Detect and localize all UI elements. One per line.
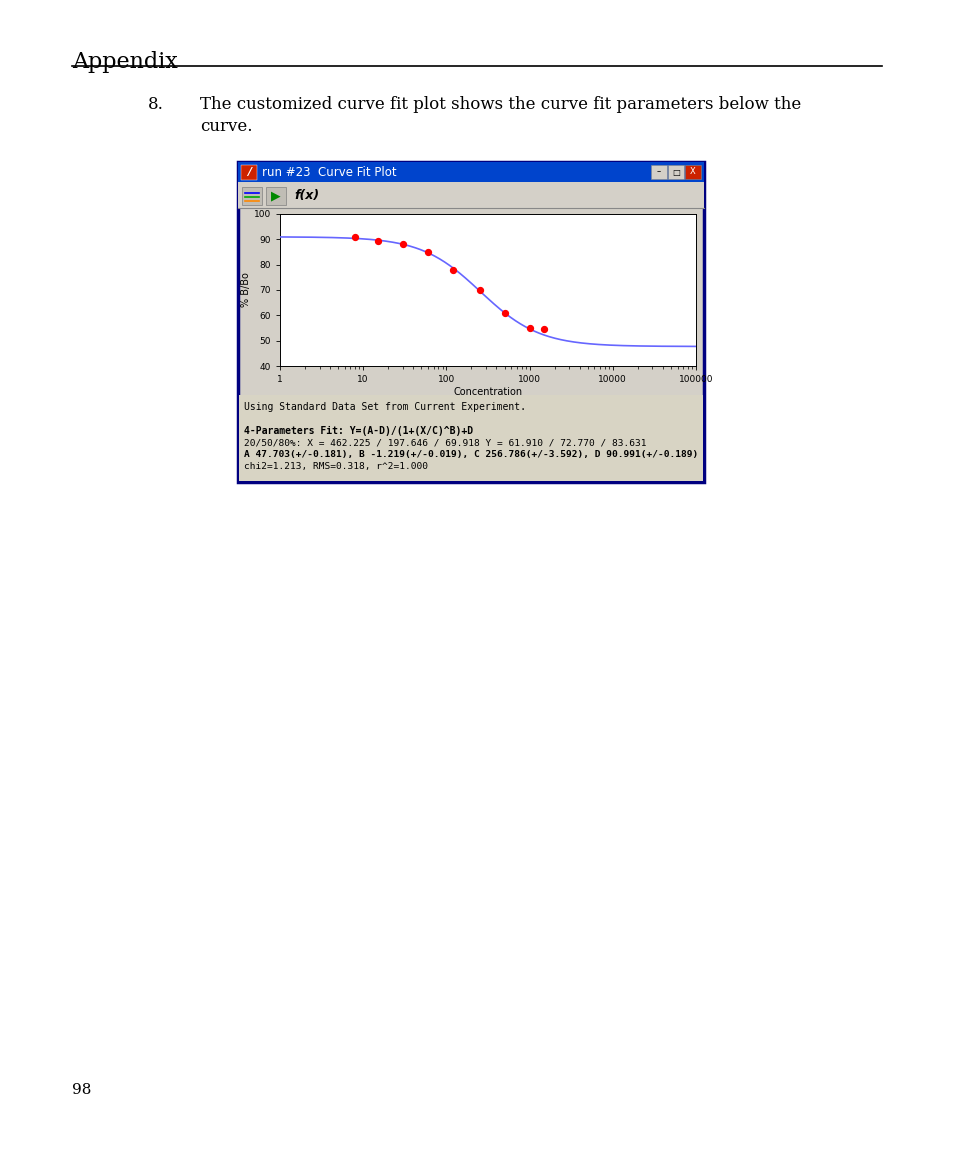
Text: chi2=1.213, RMS=0.318, r^2=1.000: chi2=1.213, RMS=0.318, r^2=1.000: [244, 462, 428, 471]
Text: A 47.703(+/-0.181), B -1.219(+/-0.019), C 256.786(+/-3.592), D 90.991(+/-0.189): A 47.703(+/-0.181), B -1.219(+/-0.019), …: [244, 450, 698, 459]
Bar: [266, 187, 286, 205]
Bar: [237, 162, 703, 482]
Bar: [667, 165, 683, 178]
Text: 98: 98: [71, 1083, 91, 1098]
Point: [497, 304, 512, 322]
Text: Appendix: Appendix: [71, 51, 177, 73]
Bar: [237, 162, 703, 182]
Point: [370, 232, 385, 250]
Text: 20/50/80%: X = 462.225 / 197.646 / 69.918 Y = 61.910 / 72.770 / 83.631: 20/50/80%: X = 462.225 / 197.646 / 69.91…: [244, 438, 646, 447]
Point: [445, 261, 460, 279]
Text: □: □: [671, 168, 679, 176]
Point: [420, 242, 436, 261]
Point: [395, 235, 410, 254]
Bar: [241, 165, 256, 180]
Point: [536, 320, 551, 338]
Text: ▶: ▶: [271, 190, 280, 203]
Text: 8.: 8.: [148, 96, 164, 112]
Bar: [684, 165, 700, 178]
Bar: [239, 395, 702, 481]
Text: –: –: [657, 168, 660, 176]
Text: /: /: [247, 167, 251, 177]
Point: [472, 280, 487, 299]
Text: 4-Parameters Fit: Y=(A-D)/(1+(X/C)^B)+D: 4-Parameters Fit: Y=(A-D)/(1+(X/C)^B)+D: [244, 427, 473, 436]
Text: The customized curve fit plot shows the curve fit parameters below the: The customized curve fit plot shows the …: [200, 96, 801, 112]
Text: f(x): f(x): [294, 189, 319, 202]
Point: [521, 319, 537, 337]
X-axis label: Concentration: Concentration: [453, 387, 522, 396]
Point: [347, 227, 362, 246]
Text: Using Standard Data Set from Current Experiment.: Using Standard Data Set from Current Exp…: [244, 402, 525, 411]
Text: run #23  Curve Fit Plot: run #23 Curve Fit Plot: [262, 166, 396, 178]
Bar: [237, 182, 703, 207]
Text: X: X: [689, 168, 695, 176]
Bar: [242, 187, 262, 205]
Y-axis label: % B/Bo: % B/Bo: [241, 272, 251, 307]
Bar: [650, 165, 666, 178]
Text: curve.: curve.: [200, 118, 253, 134]
